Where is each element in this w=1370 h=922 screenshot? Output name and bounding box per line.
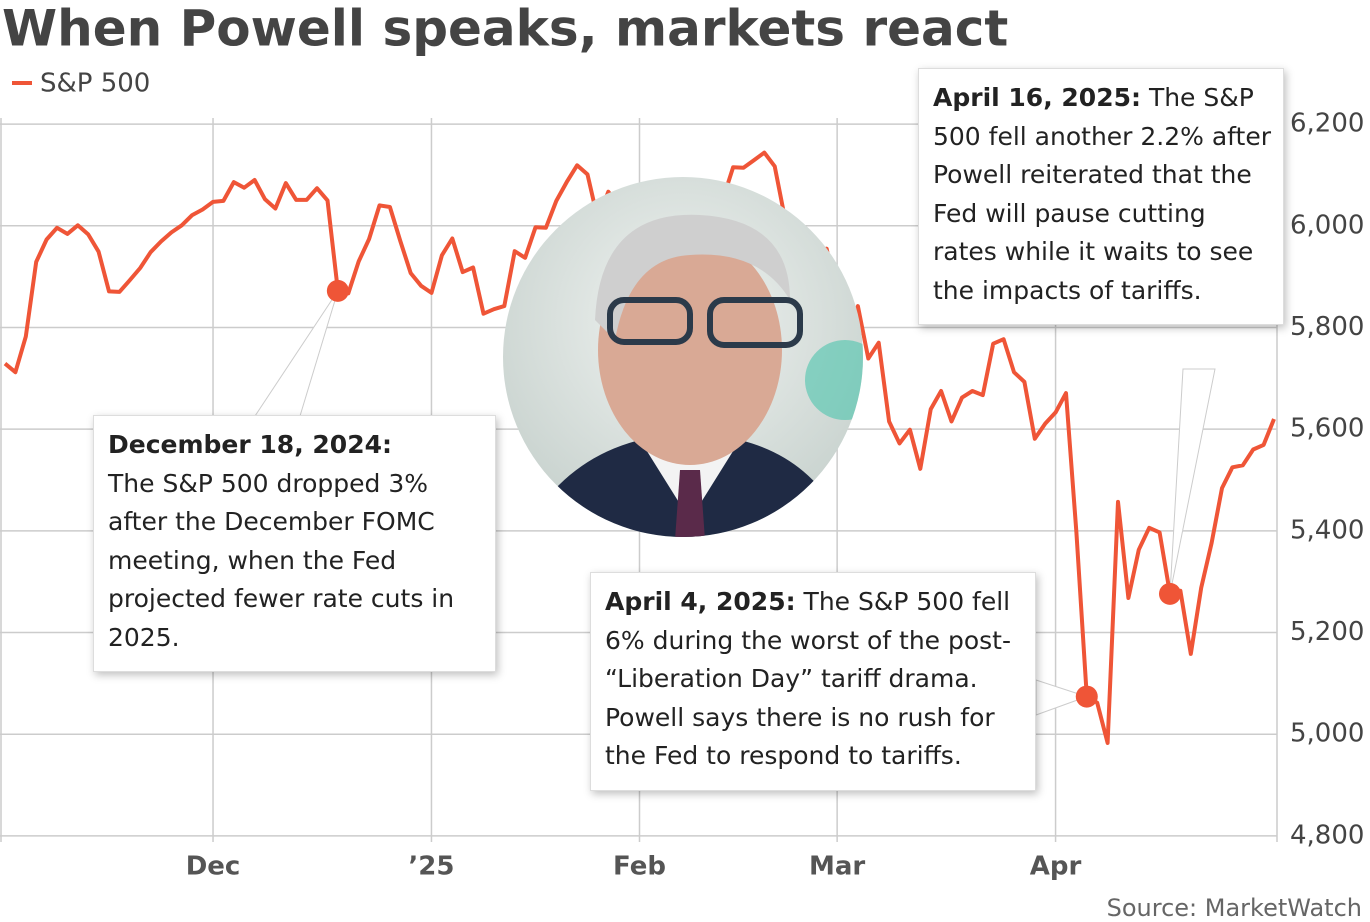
annotation: December 18, 2024: The S&P 500 dropped 3%… [93, 415, 496, 672]
y-tick-label: 6,000 [1290, 210, 1364, 240]
callouts [254, 279, 1216, 716]
highlight-point [1158, 582, 1181, 605]
annotation-text: The S&P 500 fell another 2.2% after Powe… [933, 83, 1272, 305]
chart-title: When Powell speaks, markets react [2, 0, 1008, 58]
annotation-text: The S&P 500 fell 6% during the worst of … [605, 587, 1012, 770]
y-tick-label: 5,200 [1290, 617, 1364, 647]
annotation: April 4, 2025: The S&P 500 fell 6% durin… [590, 572, 1036, 791]
y-tick-label: 5,800 [1290, 312, 1364, 342]
legend-label: S&P 500 [40, 69, 150, 99]
annotation-heading: April 16, 2025: [933, 83, 1141, 112]
annotation-heading: December 18, 2024: [108, 430, 392, 459]
callout-pointer [1035, 679, 1089, 716]
y-tick-label: 5,400 [1290, 515, 1364, 545]
callout-pointer [1169, 368, 1216, 594]
x-tick-label: Apr [1030, 852, 1082, 882]
callout-pointer [254, 290, 339, 417]
x-tick-label: ’25 [408, 852, 454, 882]
annotation: April 16, 2025: The S&P 500 fell another… [918, 68, 1284, 325]
annotation-heading: April 4, 2025: [605, 587, 796, 616]
source: Source: MarketWatch [1107, 894, 1362, 922]
x-tick-label: Dec [186, 852, 241, 882]
x-tick-label: Mar [809, 852, 865, 882]
y-tick-label: 6,200 [1290, 109, 1364, 139]
y-tick-label: 4,800 [1290, 820, 1364, 850]
photo [503, 177, 863, 537]
y-tick-label: 5,000 [1290, 719, 1364, 749]
highlight-point [1075, 685, 1098, 708]
annotation-text: The S&P 500 dropped 3% after the Decembe… [108, 468, 455, 652]
highlight-point [326, 279, 349, 302]
y-tick-label: 5,600 [1290, 414, 1364, 444]
x-tick-label: Feb [613, 852, 666, 882]
